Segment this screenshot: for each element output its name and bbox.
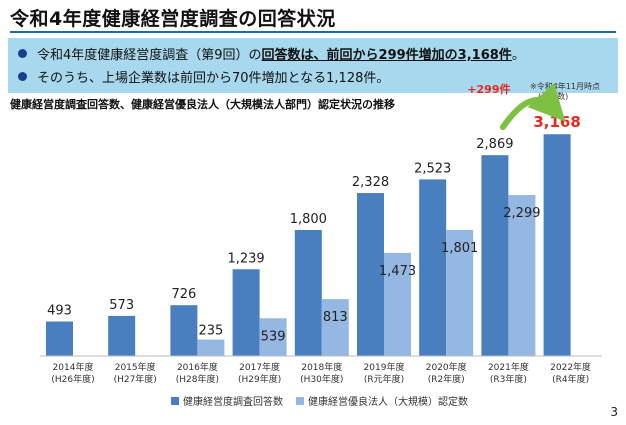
tick-year-5: 2019年度: [364, 361, 405, 373]
label-certified-2: 235: [198, 324, 223, 339]
tick-year-6: 2020年度: [426, 361, 467, 373]
label-responses-3: 1,239: [227, 251, 264, 266]
tick-era-0: (H26年度): [51, 373, 94, 385]
tick-year-7: 2021年度: [488, 361, 529, 373]
label-responses-1: 573: [109, 298, 134, 313]
bar-certified-7: [508, 195, 536, 356]
bullet-dot-icon: [18, 49, 27, 58]
bullet-1-text: 令和4年度健康経営度調査（第9回）の: [37, 48, 262, 63]
page-title: 令和4年度健康経営度調査の回答状況: [10, 8, 336, 30]
tick-era-2: (H28年度): [176, 373, 219, 385]
summary-box: 令和4年度健康経営度調査（第9回）の 回答数は、前回から299件増加の3,168件…: [8, 38, 618, 93]
bar-responses-3: [232, 269, 260, 356]
bullet-2-text: そのうち、上場企業数は前回から70件増加となる1,128件。: [37, 71, 390, 86]
tick-year-4: 2018年度: [301, 361, 342, 373]
bar-responses-4: [294, 230, 322, 356]
tick-year-1: 2015年度: [115, 361, 156, 373]
label-certified-6: 1,801: [441, 241, 478, 256]
legend-swatch-responses: [171, 397, 179, 405]
tick-year-0: 2014年度: [53, 361, 94, 373]
bar-responses-6: [419, 179, 447, 356]
label-responses-5: 2,328: [352, 175, 389, 190]
label-responses-2: 726: [171, 287, 196, 302]
tick-era-3: (H29年度): [238, 373, 281, 385]
bar-certified-6: [446, 229, 474, 356]
legend-swatch-certified: [296, 397, 304, 405]
bar-responses-1: [108, 315, 136, 356]
bar-responses-5: [357, 193, 384, 356]
page-number: 3: [610, 405, 618, 419]
label-certified-3: 539: [261, 329, 286, 344]
summary-bullet-1: 令和4年度健康経営度調査（第9回）の 回答数は、前回から299件増加の3,168件…: [18, 42, 608, 65]
bar-responses-8: [543, 134, 571, 356]
tick-era-1: (H27年度): [114, 373, 157, 385]
label-responses-8: 3,168: [533, 113, 580, 131]
bar-certified-5: [384, 252, 411, 356]
tick-year-3: 2017年度: [239, 361, 280, 373]
label-certified-7: 2,299: [503, 206, 540, 221]
bar-responses-0: [46, 321, 73, 356]
tick-era-7: (R3年度): [490, 373, 527, 385]
tick-year-8: 2022年度: [550, 361, 591, 373]
tick-era-4: (H30年度): [300, 373, 343, 385]
label-responses-4: 1,800: [290, 212, 327, 227]
bullet-1-emphasis: 回答数は、前回から299件増加の3,168件: [261, 48, 512, 63]
bar-responses-7: [481, 155, 509, 356]
legend-label-certified: 健康経営優良法人（大規模）認定数: [308, 395, 468, 408]
label-responses-6: 2,523: [414, 161, 451, 176]
tick-era-8: (R4年度): [552, 373, 589, 385]
label-certified-4: 813: [323, 310, 348, 325]
bar-certified-2: [197, 339, 225, 356]
label-responses-0: 493: [47, 303, 72, 318]
tick-era-5: (R元年度): [364, 373, 404, 385]
tick-era-6: (R2年度): [428, 373, 465, 385]
label-responses-7: 2,869: [476, 137, 513, 152]
tick-year-2: 2016年度: [177, 361, 218, 373]
chart-subtitle: 健康経営度調査回答数、健康経営優良法人（大規模法人部門）認定状況の推移: [10, 98, 395, 111]
increase-arrow-icon: [499, 82, 566, 131]
bullet-dot-icon: [18, 72, 27, 81]
legend-label-responses: 健康経営度調査回答数: [183, 395, 283, 408]
bar-responses-2: [170, 305, 198, 356]
bullet-1-tail: 。: [511, 48, 525, 63]
summary-bullet-2: そのうち、上場企業数は前回から70件増加となる1,128件。: [18, 65, 608, 88]
bar-certified-4: [321, 299, 349, 356]
title-underline: [10, 31, 616, 33]
label-certified-5: 1,473: [379, 264, 416, 279]
bar-certified-3: [259, 318, 287, 356]
increase-annotation: +299件: [467, 82, 510, 96]
